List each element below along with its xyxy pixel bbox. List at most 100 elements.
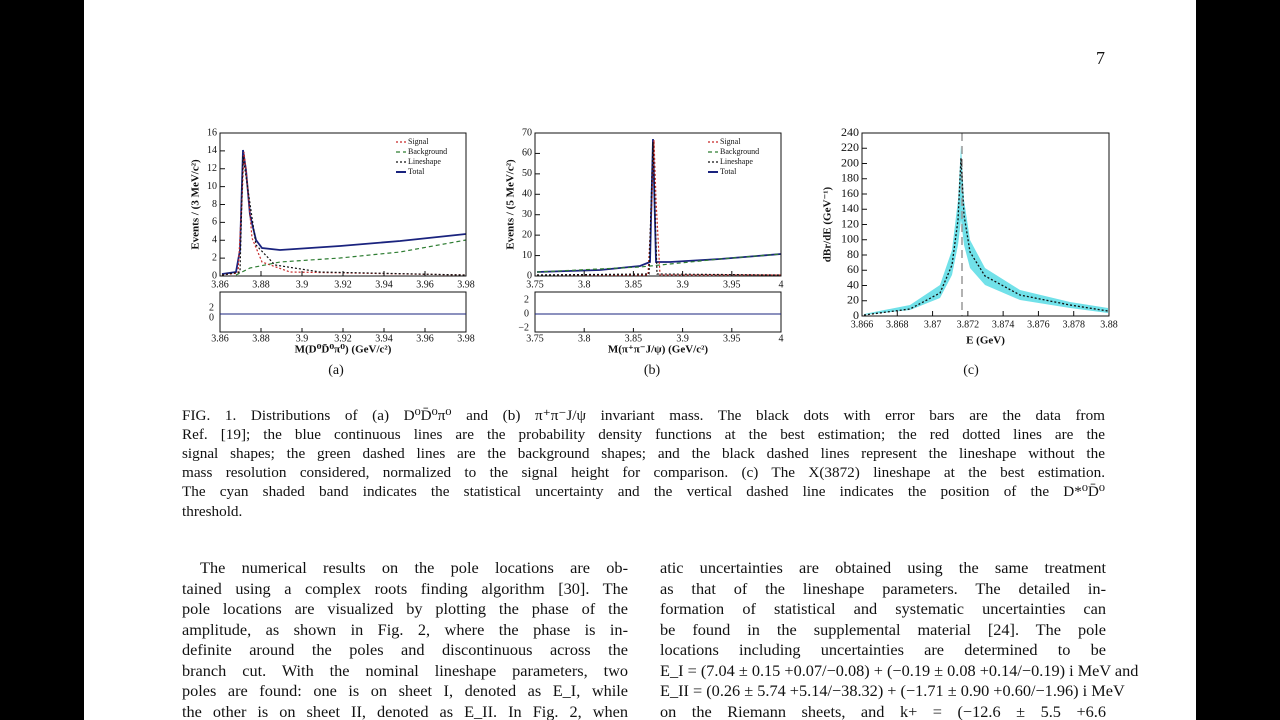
text-line: threshold. (182, 502, 243, 520)
y-axis-label: Events / (5 MeV/c²) (505, 159, 517, 250)
text-line: FIG. 1. Distributions of (a) D⁰D̄⁰π⁰ and… (182, 407, 1105, 424)
y-tick-label: 30 (522, 209, 532, 220)
x-tick-label: 3.87 (924, 319, 942, 330)
y-tick-label: 70 (522, 127, 532, 138)
text-line: E_I = (7.04 ± 0.15 +0.07/−0.08) + (−0.19… (660, 660, 1139, 680)
x-tick-label: 3.75 (526, 333, 544, 344)
text-line: amplitude, as shown in Fig. 2, where the… (182, 619, 628, 639)
x-tick-label: 3.9 (676, 333, 689, 344)
y-tick-label: 50 (522, 168, 532, 179)
y-tick-label: 16 (207, 127, 217, 138)
x-tick-label: 3.92 (334, 279, 352, 290)
x-tick-label: 4 (779, 333, 784, 344)
y-axis-label: Events / (3 MeV/c²) (190, 159, 202, 250)
y-tick-label: 0 (853, 308, 859, 322)
legend-label: Lineshape (408, 157, 441, 166)
y-tick-label: 40 (847, 277, 859, 291)
y-tick-label: 14 (207, 145, 217, 156)
background-curve (536, 253, 782, 273)
signal-curve (537, 139, 781, 276)
x-tick-label: 3.878 (1062, 319, 1085, 330)
y-tick-label: 60 (847, 262, 859, 276)
legend-label: Signal (720, 137, 741, 146)
plot-frame (861, 132, 1110, 317)
figure: 3.863.863.883.883.93.93.923.923.943.943.… (190, 125, 1118, 378)
x-tick-label: 3.96 (416, 333, 434, 344)
lineshape-curve (863, 157, 1109, 316)
x-tick-label: 3.75 (526, 279, 544, 290)
text-line: atic uncertainties are obtained using th… (660, 558, 1106, 577)
residual-tick-label: 2 (524, 294, 529, 305)
x-tick-label: 3.866 (851, 319, 874, 330)
x-tick-label: 3.86 (211, 333, 229, 344)
residual-tick-label: −2 (518, 322, 529, 333)
y-tick-label: 10 (207, 181, 217, 192)
residual-tick-label: 0 (524, 308, 529, 319)
text-line: formation of statistical and systematic … (660, 599, 1106, 618)
legend-label: Total (720, 167, 737, 176)
x-tick-label: 3.96 (416, 279, 434, 290)
legend-label: Signal (408, 137, 429, 146)
y-tick-label: 220 (841, 140, 859, 154)
y-tick-label: 240 (841, 125, 859, 139)
text-line: tained using a complex roots finding alg… (182, 578, 628, 598)
x-tick-label: 3.868 (886, 319, 909, 330)
legend-label: Lineshape (720, 157, 753, 166)
lineshape-curve (221, 155, 467, 276)
y-tick-label: 0 (212, 270, 217, 281)
y-tick-label: 10 (522, 250, 532, 261)
panel-label: (c) (963, 363, 979, 378)
x-tick-label: 3.88 (1100, 319, 1118, 330)
y-tick-label: 0 (527, 270, 532, 281)
x-tick-label: 3.8 (578, 333, 591, 344)
y-tick-label: 20 (522, 229, 532, 240)
x-tick-label: 3.98 (457, 279, 475, 290)
y-tick-label: 160 (841, 186, 859, 200)
y-tick-label: 12 (207, 163, 217, 174)
x-tick-label: 3.86 (211, 279, 229, 290)
x-axis-label: E (GeV) (966, 335, 1005, 347)
text-line: E_II = (0.26 ± 5.74 +5.14/−38.32) + (−1.… (660, 681, 1125, 700)
x-tick-label: 3.92 (334, 333, 352, 344)
legend-label: Total (408, 167, 425, 176)
text-line: poles are found: one is on sheet I, deno… (182, 681, 628, 700)
x-tick-label: 3.85 (625, 333, 643, 344)
x-tick-label: 4 (779, 279, 784, 290)
x-axis-label: M(D⁰D̄⁰π⁰) (GeV/c²) (295, 344, 392, 356)
signal-curve (221, 151, 467, 276)
text-line: The numerical results on the pole locati… (200, 558, 628, 577)
panel-label: (a) (328, 363, 344, 378)
y-tick-label: 100 (841, 232, 859, 246)
text-line: on the Riemann sheets, and k+ = (−12.6 ±… (660, 701, 1106, 720)
text-line: Ref. [19]; the blue continuous lines are… (182, 426, 1105, 444)
y-tick-label: 60 (522, 148, 532, 159)
x-tick-label: 3.88 (252, 333, 270, 344)
text-line: locations including uncertainties are de… (660, 640, 1106, 659)
x-tick-label: 3.8 (578, 279, 591, 290)
y-tick-label: 4 (212, 235, 217, 246)
x-axis-label: M(π⁺π⁻J/ψ) (GeV/c²) (608, 344, 709, 356)
uncertainty-band (864, 145, 1108, 315)
lineshape-curve (536, 141, 782, 276)
x-tick-label: 3.876 (1027, 319, 1050, 330)
y-tick-label: 2 (212, 252, 217, 263)
x-tick-label: 3.85 (625, 279, 643, 290)
x-tick-label: 3.872 (957, 319, 980, 330)
text-line: The cyan shaded band indicates the stati… (182, 483, 1105, 501)
paper-page: 7 3.86 3.86 3.88 3.88 3.9 3.9 3.92 3.92 3.94 3.94… (84, 0, 1196, 720)
x-tick-label: 3.9 (296, 333, 309, 344)
x-tick-label: 3.9 (296, 279, 309, 290)
y-tick-label: 80 (847, 247, 859, 261)
text-line: mass resolution considered, normalized t… (182, 464, 1105, 482)
x-tick-label: 3.874 (992, 319, 1015, 330)
residual-tick-label: 0 (209, 312, 214, 323)
text-line: the other is on sheet II, denoted as E_I… (182, 701, 628, 720)
y-tick-label: 200 (841, 155, 859, 169)
plot-frame (534, 132, 782, 277)
text-line: branch cut. With the nominal lineshape p… (182, 660, 628, 680)
y-tick-label: 6 (212, 217, 217, 228)
y-tick-label: 180 (841, 171, 859, 185)
y-tick-label: 120 (841, 216, 859, 230)
x-tick-label: 3.94 (375, 333, 393, 344)
